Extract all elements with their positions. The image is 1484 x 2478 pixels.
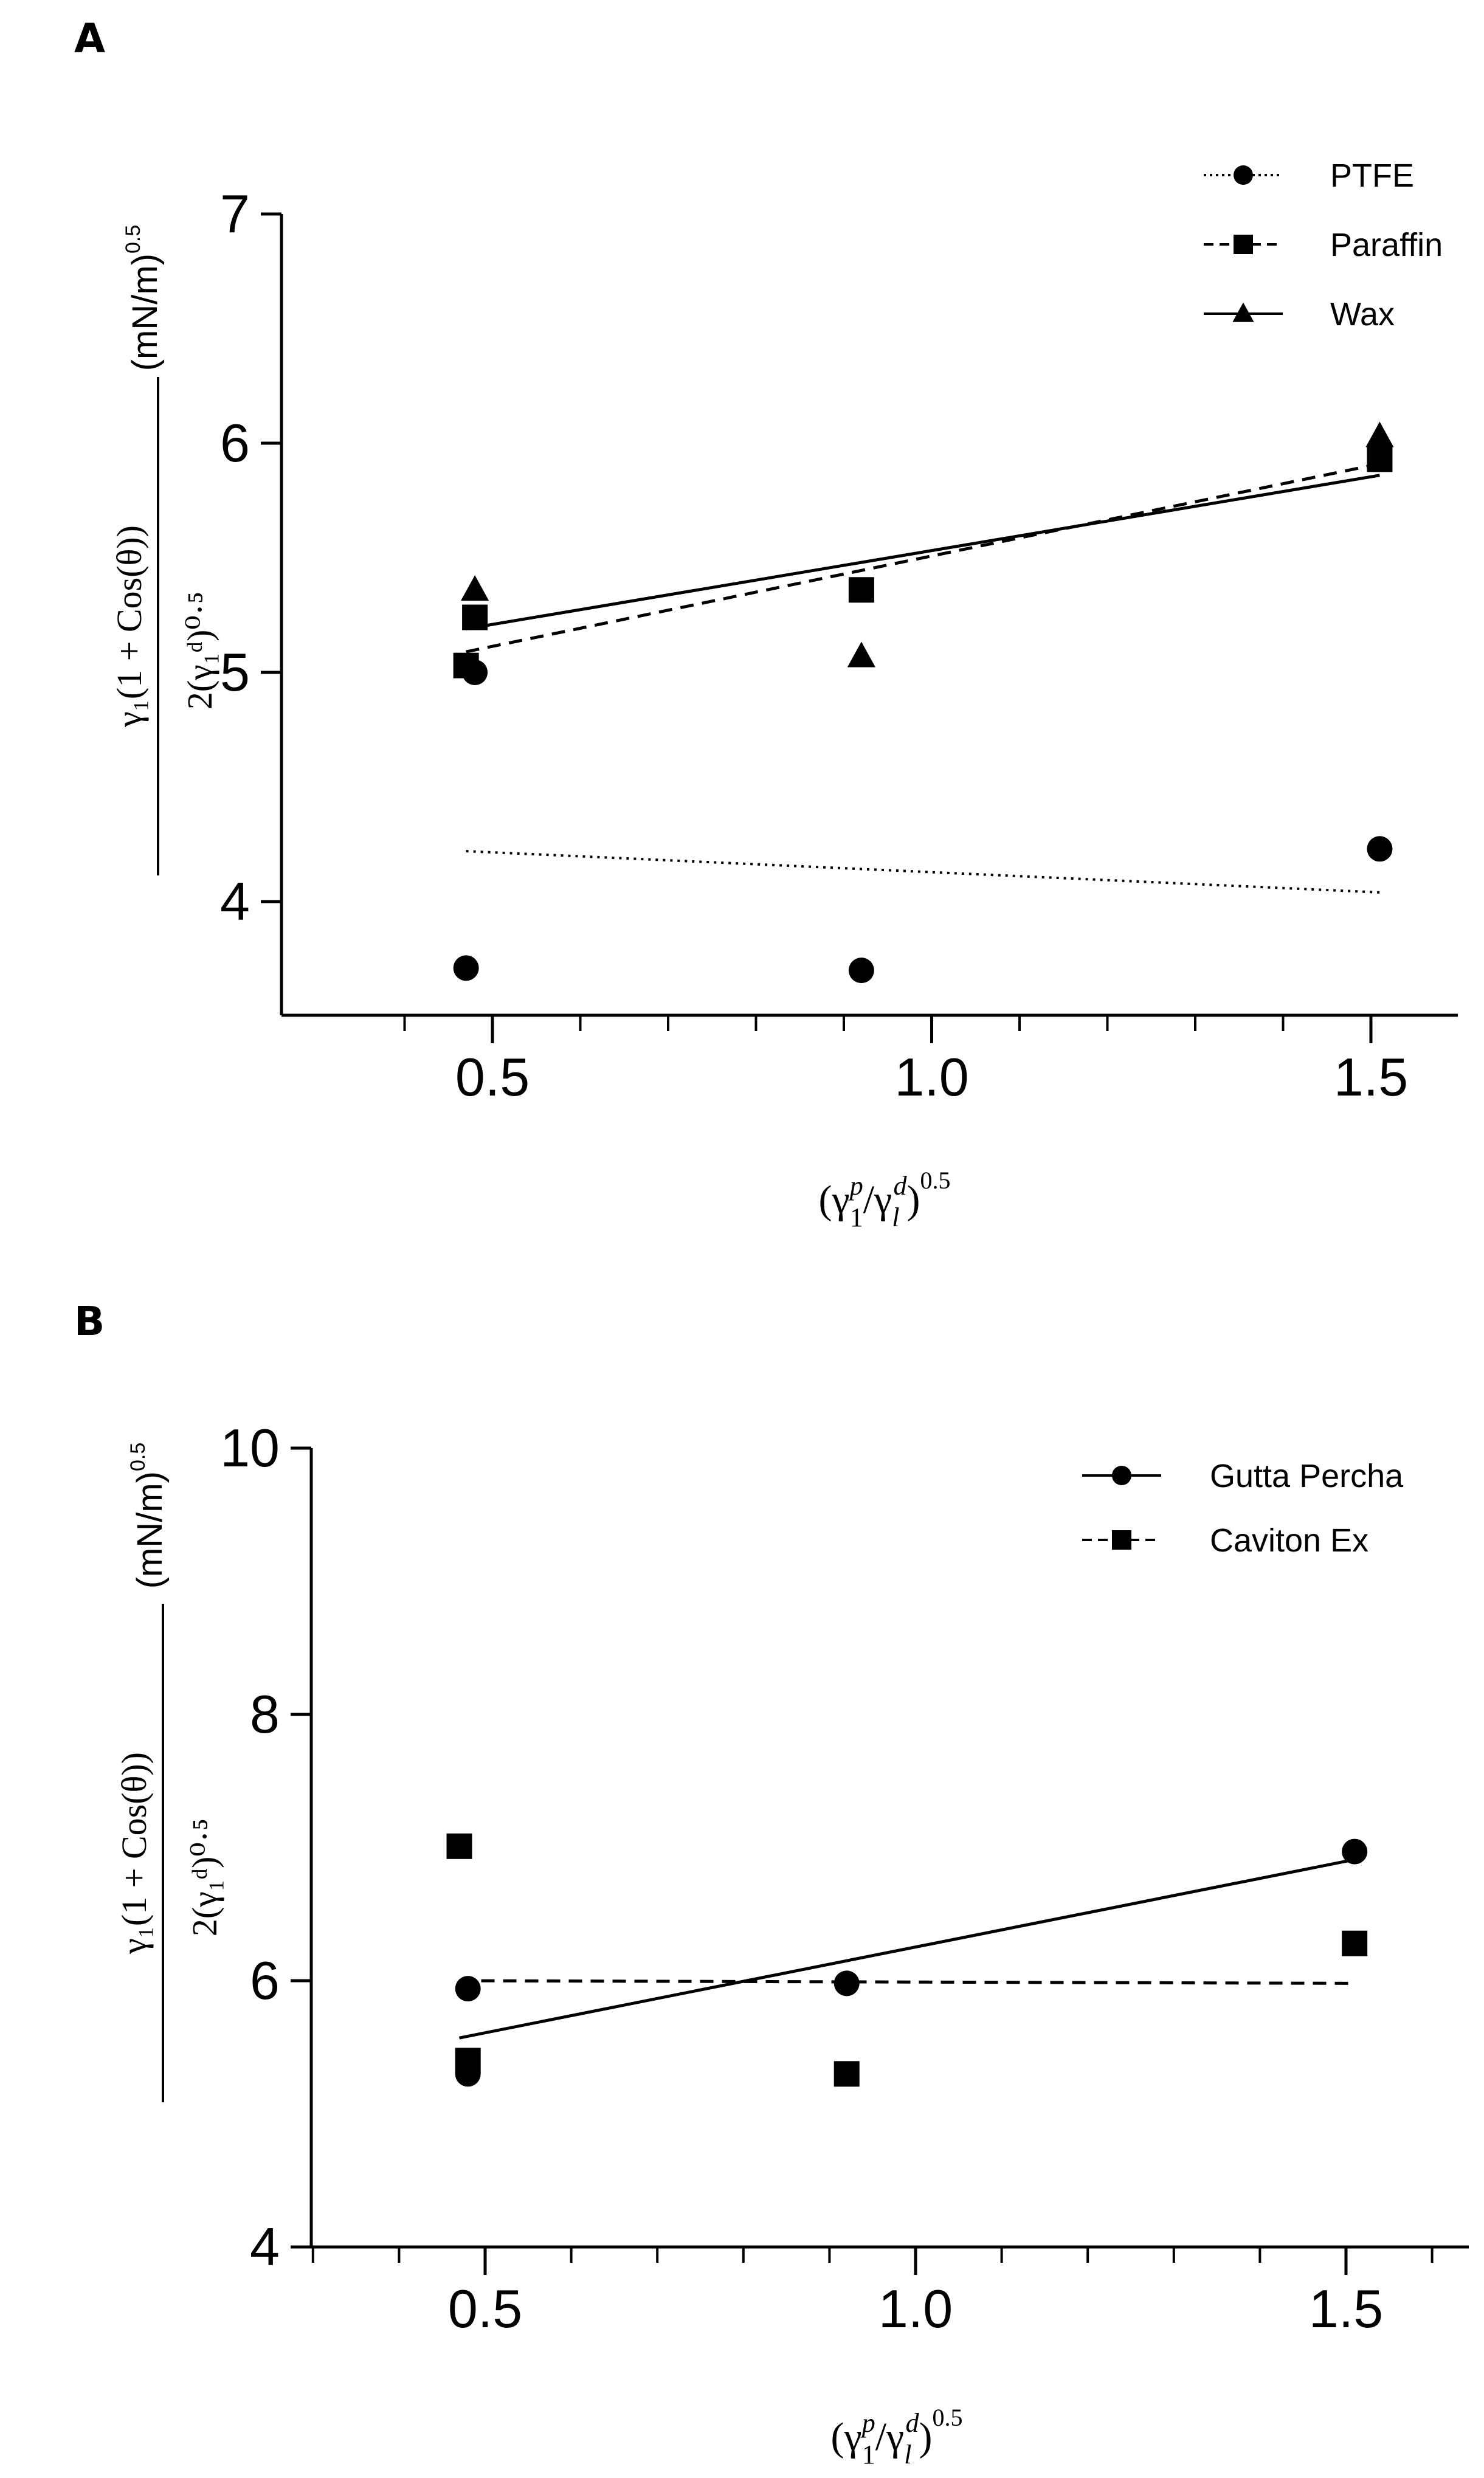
panel-b-caviton-ex-point	[455, 2048, 481, 2074]
panel-b-y-label-numerator: γ₁(1 + Cos(θ))	[114, 1752, 154, 1955]
panel-a-paraffin-point	[848, 577, 874, 603]
panel-a-wax-point	[461, 575, 489, 601]
panel-b-x-tick-label: 1.0	[878, 2279, 953, 2339]
panel-b-caviton-ex-fit-line	[459, 1979, 1355, 1985]
panel-a-x-tick-label: 1.0	[894, 1047, 968, 1107]
panel-a-legend-paraffin-marker	[1234, 235, 1253, 254]
panel-b-legend-caviton-ex-label: Caviton Ex	[1210, 1522, 1368, 1559]
panel-a-letter: A	[74, 15, 105, 62]
panel-a-data-points	[453, 421, 1394, 984]
panel-b-y-label: γ₁(1 + Cos(θ)) 2(γ₁ᵈ)⁰·⁵ (mN/m)0.5	[114, 1443, 224, 2102]
panel-b-caviton-ex-point	[446, 1833, 472, 1859]
panel-a-x-tick-label: 0.5	[455, 1047, 530, 1107]
panel-a-paraffin-fit-line	[466, 462, 1380, 654]
panel-a-x-ticks: 0.5 1.0 1.5	[403, 1015, 1408, 1107]
panel-b-gutta-percha-point	[833, 1970, 860, 1997]
panel-b-x-tick-label: 1.5	[1309, 2279, 1383, 2339]
panel-a-paraffin-point	[453, 652, 479, 678]
panel-a-wax-point	[1365, 421, 1394, 447]
panel-b-legend: Gutta Percha Caviton Ex	[1082, 1458, 1404, 1559]
panel-b-caviton-ex-point	[1342, 1930, 1368, 1956]
panel-b-y-tick-label: 6	[250, 1950, 280, 2010]
panel-b-gutta-percha-point	[455, 1976, 481, 2002]
panel-a-legend-ptfe-marker	[1234, 165, 1253, 185]
panel-b-gutta-percha-fit-line	[459, 1858, 1355, 2040]
panel-b-y-tick-label: 10	[220, 1418, 280, 1478]
panel-a-y-label: γ₁(1 + Cos(θ)) 2(γ₁ᵈ)⁰·⁵ (mN/m)0.5	[109, 225, 219, 875]
panel-b-y-label-unit: (mN/m)0.5	[126, 1443, 170, 1589]
panel-b-x-label: (γ1p/γld)0.5	[831, 2404, 963, 2469]
panel-a-legend-paraffin-label: Paraffin	[1330, 227, 1443, 263]
panel-a-y-tick-label: 5	[220, 642, 250, 702]
panel-a-legend-wax-label: Wax	[1330, 296, 1395, 333]
panel-a-paraffin-point	[1367, 446, 1393, 472]
panel-a-x-tick-label: 1.5	[1334, 1047, 1408, 1107]
panel-b-letter: B	[74, 1298, 105, 1345]
panel-b-x-tick-label: 0.5	[448, 2279, 522, 2339]
panel-b-legend-caviton-ex-marker	[1112, 1530, 1131, 1550]
panel-a-x-label: (γ1p/γld)0.5	[819, 1167, 951, 1232]
panel-a-y-tick-label: 4	[220, 871, 250, 931]
panel-b-legend-gutta-percha-label: Gutta Percha	[1210, 1458, 1404, 1494]
panel-a-paraffin-point	[462, 604, 488, 630]
panel-a-legend-wax-marker	[1232, 302, 1254, 322]
panel-a-y-label-numerator: γ₁(1 + Cos(θ))	[109, 525, 149, 728]
panel-b-chart: B 0.5 1.0 1.5 4 6 8 10 γ₁(1 + Cos(θ)) 2(γ₁ᵈ)⁰…	[74, 1298, 1469, 2469]
panel-a-ptfe-point	[453, 955, 479, 981]
panel-b-y-tick-label: 8	[250, 1684, 280, 1744]
panel-a-y-tick-label: 6	[220, 413, 250, 473]
panel-a-legend-ptfe-label: PTFE	[1330, 157, 1414, 194]
panel-a-y-label-unit: (mN/m)0.5	[122, 225, 165, 371]
panel-a-y-label-denominator: 2(γ₁ᵈ)⁰·⁵	[180, 592, 219, 709]
panel-a-ptfe-point	[848, 958, 874, 984]
panel-b-y-label-denominator: 2(γ₁ᵈ)⁰·⁵	[185, 1818, 224, 1936]
panel-a-y-ticks: 4 5 6 7	[220, 184, 281, 931]
panel-a-legend: PTFE Paraffin Wax	[1204, 157, 1443, 333]
panel-b-legend-gutta-percha-marker	[1112, 1466, 1131, 1485]
panel-a-fit-lines	[466, 462, 1380, 894]
panel-b-y-tick-label: 4	[250, 2217, 280, 2277]
panel-a-y-tick-label: 7	[220, 184, 250, 244]
panel-b-x-ticks: 0.5 1.0 1.5	[311, 2247, 1434, 2339]
panel-a-chart: A 0.5 1.0 1.5 4 5 6 7 γ₁(1 + Cos(θ)) 2(γ₁ᵈ)⁰·…	[74, 15, 1458, 1232]
panel-a-ptfe-point	[1367, 836, 1393, 862]
panel-b-caviton-ex-point	[833, 2061, 860, 2087]
panel-a-wax-fit-line	[466, 474, 1380, 630]
panel-b-y-ticks: 4 6 8 10	[220, 1418, 311, 2277]
panel-b-fit-lines	[459, 1858, 1355, 2040]
panel-b-data-points	[446, 1833, 1368, 2087]
panel-b-gutta-percha-point	[1342, 1838, 1368, 1865]
panel-a-wax-point	[847, 641, 875, 668]
